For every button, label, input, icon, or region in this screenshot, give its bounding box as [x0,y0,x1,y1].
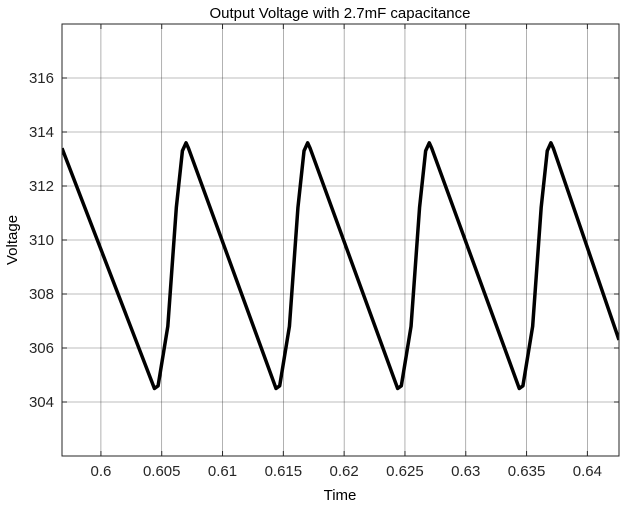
x-tick-label: 0.61 [208,463,237,480]
series-line-0 [62,141,619,391]
y-tick-label: 314 [29,124,54,141]
y-tick-label: 304 [29,394,54,411]
x-tick-label: 0.6 [90,463,111,480]
x-tick-label: 0.635 [508,463,546,480]
y-axis-title: Voltage [4,215,21,265]
y-tick-label: 316 [29,70,54,87]
x-tick-label: 0.615 [265,463,303,480]
x-tick-label: 0.62 [330,463,359,480]
x-tick-label: 0.625 [386,463,424,480]
ticks: 0.6 0.605 0.61 0.615 0.62 0.625 0.63 0.635 0.64 3… [29,24,619,480]
x-tick-label: 0.64 [573,463,602,480]
y-tick-label: 308 [29,286,54,303]
grid [62,24,619,456]
y-tick-label: 312 [29,178,54,195]
x-tick-label: 0.605 [143,463,181,480]
y-tick-label: 310 [29,232,54,249]
y-tick-label: 306 [29,340,54,357]
series-layer [62,141,619,391]
chart-title: Output Voltage with 2.7mF capacitance [210,5,471,22]
x-axis-title: Time [324,487,357,504]
x-tick-label: 0.63 [451,463,480,480]
